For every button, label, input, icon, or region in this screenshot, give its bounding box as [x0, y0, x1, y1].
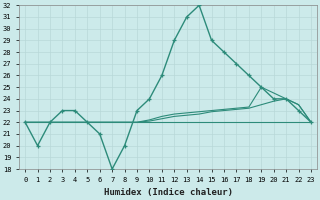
X-axis label: Humidex (Indice chaleur): Humidex (Indice chaleur): [104, 188, 233, 197]
